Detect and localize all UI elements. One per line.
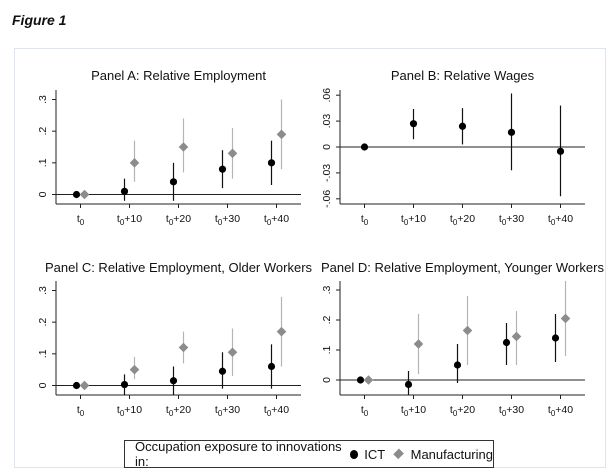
ict-point bbox=[458, 122, 467, 130]
manufacturing-point bbox=[462, 325, 473, 336]
x-tick-label: t0+30 bbox=[215, 213, 240, 227]
manufacturing-point bbox=[363, 375, 374, 385]
y-tick-label: .3 bbox=[37, 95, 49, 104]
panel-3: Panel C: Relative Employment, Older Work… bbox=[37, 260, 313, 418]
y-tick-label: .06 bbox=[321, 88, 333, 103]
x-tick-label: t0+40 bbox=[548, 213, 573, 227]
y-tick-label: 0 bbox=[37, 382, 49, 388]
legend-prefix: Occupation exposure to innovations in: bbox=[135, 439, 342, 469]
manufacturing-point bbox=[129, 158, 140, 168]
y-tick-label: .2 bbox=[321, 315, 333, 324]
x-tick-label: t0 bbox=[361, 404, 369, 418]
y-tick-label: -.03 bbox=[321, 164, 333, 182]
y-tick-label: 0 bbox=[321, 144, 333, 150]
ict-point bbox=[267, 362, 276, 371]
figure-frame bbox=[14, 48, 606, 468]
manufacturing-point bbox=[129, 364, 140, 375]
legend-manufacturing-marker bbox=[393, 448, 405, 460]
x-tick-label: t0+30 bbox=[499, 213, 524, 227]
ict-point bbox=[120, 380, 129, 389]
panel-2: Panel B: Relative Wages -.06 -.03 0 .03 .06 t0… bbox=[321, 68, 585, 227]
ict-point bbox=[267, 159, 276, 167]
legend: Occupation exposure to innovations in: I… bbox=[124, 439, 494, 469]
y-tick-label: -.06 bbox=[321, 190, 333, 208]
legend-manufacturing-label: Manufacturing bbox=[410, 446, 493, 462]
x-tick-label: t0 bbox=[361, 213, 369, 227]
panel-1: Panel A: Relative Employment 0 .1 .2 .3 t0 t0+… bbox=[37, 68, 301, 227]
x-tick-label: t0+30 bbox=[499, 404, 524, 418]
y-tick-label: 0 bbox=[321, 377, 333, 383]
x-tick-label: t0 bbox=[77, 213, 85, 227]
x-tick-label: t0+40 bbox=[264, 404, 289, 418]
y-tick-label: .3 bbox=[37, 286, 49, 295]
ict-point bbox=[453, 361, 462, 369]
manufacturing-point bbox=[276, 129, 287, 140]
manufacturing-point bbox=[227, 148, 238, 159]
ict-point bbox=[507, 128, 516, 136]
ict-point bbox=[551, 334, 560, 342]
x-tick-label: t0+20 bbox=[166, 404, 191, 418]
panel-title: Panel B: Relative Wages bbox=[391, 68, 535, 83]
ict-point bbox=[404, 380, 413, 389]
panel-title: Panel C: Relative Employment, Older Work… bbox=[45, 260, 313, 275]
x-tick-label: t0+10 bbox=[401, 213, 426, 227]
manufacturing-point bbox=[560, 313, 571, 324]
panel-4: Panel D: Relative Employment, Younger Wo… bbox=[321, 260, 605, 418]
x-tick-label: t0+10 bbox=[401, 404, 426, 418]
y-tick-label: .2 bbox=[37, 127, 49, 136]
ict-point bbox=[72, 190, 81, 199]
x-tick-label: t0+40 bbox=[264, 213, 289, 227]
legend-ict-marker bbox=[349, 449, 359, 459]
y-tick-label: .1 bbox=[37, 158, 49, 167]
y-tick-label: .3 bbox=[321, 285, 333, 294]
x-tick-label: t0+20 bbox=[166, 213, 191, 227]
manufacturing-point bbox=[276, 326, 287, 337]
ict-point bbox=[360, 143, 369, 151]
ict-point bbox=[72, 381, 81, 390]
y-tick-label: .1 bbox=[37, 349, 49, 358]
ict-point bbox=[169, 377, 178, 385]
x-tick-label: t0+10 bbox=[117, 404, 142, 418]
x-tick-label: t0 bbox=[77, 404, 85, 418]
manufacturing-point bbox=[79, 189, 90, 200]
ict-point bbox=[169, 178, 178, 186]
panel-title: Panel A: Relative Employment bbox=[91, 68, 266, 83]
x-tick-label: t0+20 bbox=[450, 213, 475, 227]
y-tick-label: .03 bbox=[321, 114, 333, 129]
x-tick-label: t0+30 bbox=[215, 404, 240, 418]
y-tick-label: 0 bbox=[37, 191, 49, 197]
y-tick-label: .2 bbox=[37, 318, 49, 327]
panel-title: Panel D: Relative Employment, Younger Wo… bbox=[321, 260, 605, 275]
manufacturing-point bbox=[511, 331, 522, 342]
x-tick-label: t0+40 bbox=[548, 404, 573, 418]
legend-ict-label: ICT bbox=[364, 446, 386, 462]
ict-point bbox=[218, 367, 227, 375]
manufacturing-point bbox=[79, 380, 90, 391]
manufacturing-point bbox=[178, 142, 189, 152]
ict-point bbox=[409, 120, 418, 128]
figure-title: Figure 1 bbox=[12, 12, 67, 28]
x-tick-label: t0+20 bbox=[450, 404, 475, 418]
y-tick-label: .1 bbox=[321, 345, 333, 354]
ict-point bbox=[556, 147, 565, 155]
ict-point bbox=[120, 187, 129, 195]
manufacturing-point bbox=[413, 339, 424, 349]
ict-point bbox=[356, 376, 365, 384]
ict-point bbox=[502, 338, 511, 347]
manufacturing-point bbox=[227, 347, 238, 358]
manufacturing-point bbox=[178, 342, 189, 353]
ict-point bbox=[218, 165, 227, 173]
x-tick-label: t0+10 bbox=[117, 213, 142, 227]
